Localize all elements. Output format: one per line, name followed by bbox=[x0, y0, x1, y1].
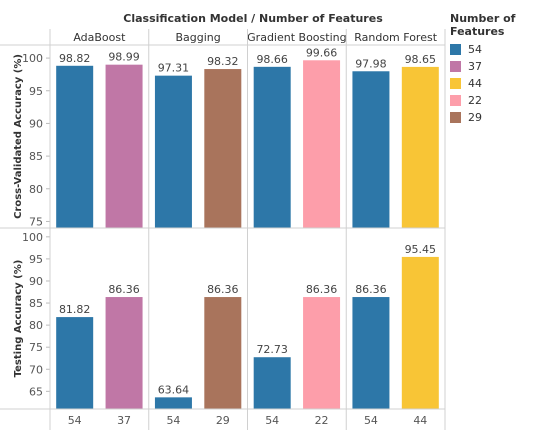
y-tick-label: 100 bbox=[22, 52, 43, 65]
x-tick-label: 29 bbox=[216, 414, 230, 427]
bar-adaboost-37 bbox=[105, 297, 143, 409]
bar-bagging-54 bbox=[154, 75, 192, 228]
bar-random-forest-54 bbox=[352, 297, 390, 409]
bar-bagging-29 bbox=[204, 297, 242, 409]
bar-gradient-boosting-22 bbox=[303, 60, 341, 228]
legend-swatch bbox=[450, 112, 461, 123]
y-tick-label: 75 bbox=[29, 341, 43, 354]
y-axis-label-0: Cross-Validated Accuracy (%) bbox=[13, 54, 24, 219]
data-label: 86.36 bbox=[355, 283, 387, 296]
data-label: 86.36 bbox=[306, 283, 338, 296]
legend-label: 44 bbox=[468, 77, 482, 90]
x-tick-label: 54 bbox=[166, 414, 180, 427]
legend-item-37: 37 bbox=[450, 58, 550, 75]
bar-adaboost-37 bbox=[105, 64, 143, 228]
y-axis-label-1: Testing Accuracy (%) bbox=[13, 260, 24, 378]
y-tick-label: 80 bbox=[29, 183, 43, 196]
x-tick-label: 54 bbox=[364, 414, 378, 427]
facet-header-3: Random Forest bbox=[354, 31, 437, 44]
bar-gradient-boosting-54 bbox=[253, 66, 291, 228]
data-label: 99.66 bbox=[306, 46, 338, 59]
bar-random-forest-44 bbox=[401, 256, 439, 409]
legend-item-44: 44 bbox=[450, 75, 550, 92]
y-tick-label: 90 bbox=[29, 275, 43, 288]
legend-item-29: 29 bbox=[450, 109, 550, 126]
data-label: 97.98 bbox=[355, 57, 387, 70]
plot-area: AdaBoost Bagging Gradient Boosting Random F… bbox=[0, 29, 446, 430]
data-label: 86.36 bbox=[108, 283, 140, 296]
y-tick-label: 85 bbox=[29, 297, 43, 310]
legend-items: 54 37 44 22 29 bbox=[450, 41, 550, 126]
data-label: 98.66 bbox=[256, 53, 288, 66]
legend-title: Number of Features bbox=[450, 12, 516, 38]
legend: Number of Features 54 37 44 22 29 bbox=[450, 12, 550, 126]
data-label: 81.82 bbox=[59, 303, 91, 316]
x-tick-label: 37 bbox=[117, 414, 131, 427]
bar-gradient-boosting-22 bbox=[303, 297, 341, 409]
chart-title: Classification Model / Number of Feature… bbox=[123, 12, 383, 25]
legend-swatch bbox=[450, 44, 461, 55]
data-label: 95.45 bbox=[405, 243, 437, 256]
bar-adaboost-54 bbox=[56, 317, 94, 409]
x-tick-label: 54 bbox=[265, 414, 279, 427]
legend-label: 54 bbox=[468, 43, 482, 56]
bar-bagging-29 bbox=[204, 69, 242, 229]
x-tick-label: 44 bbox=[413, 414, 427, 427]
bar-gradient-boosting-54 bbox=[253, 357, 291, 409]
bar-adaboost-54 bbox=[56, 65, 94, 228]
y-tick-label: 95 bbox=[29, 253, 43, 266]
facet-header-2: Gradient Boosting bbox=[247, 31, 346, 44]
y-tick-label: 100 bbox=[22, 231, 43, 244]
x-tick-label: 22 bbox=[315, 414, 329, 427]
data-label: 98.32 bbox=[207, 55, 239, 68]
bar-random-forest-44 bbox=[401, 66, 439, 228]
y-tick-label: 90 bbox=[29, 117, 43, 130]
x-tick-label: 54 bbox=[68, 414, 82, 427]
facet-header-1: Bagging bbox=[175, 31, 220, 44]
bar-bagging-54 bbox=[154, 397, 192, 409]
legend-label: 22 bbox=[468, 94, 482, 107]
data-label: 97.31 bbox=[158, 62, 190, 75]
data-label: 98.82 bbox=[59, 52, 91, 65]
legend-label: 37 bbox=[468, 60, 482, 73]
legend-item-54: 54 bbox=[450, 41, 550, 58]
legend-label: 29 bbox=[468, 111, 482, 124]
facet-header-0: AdaBoost bbox=[73, 31, 126, 44]
data-label: 63.64 bbox=[158, 383, 190, 396]
y-tick-label: 80 bbox=[29, 319, 43, 332]
legend-swatch bbox=[450, 61, 461, 72]
legend-swatch bbox=[450, 95, 461, 106]
bar-random-forest-54 bbox=[352, 71, 390, 228]
y-tick-label: 70 bbox=[29, 363, 43, 376]
data-label: 98.65 bbox=[405, 53, 437, 66]
y-tick-label: 65 bbox=[29, 385, 43, 398]
data-label: 86.36 bbox=[207, 283, 239, 296]
y-tick-label: 95 bbox=[29, 85, 43, 98]
y-tick-label: 75 bbox=[29, 215, 43, 228]
legend-swatch bbox=[450, 78, 461, 89]
data-label: 98.99 bbox=[108, 51, 140, 64]
data-label: 72.73 bbox=[256, 343, 288, 356]
y-tick-label: 85 bbox=[29, 150, 43, 163]
legend-item-22: 22 bbox=[450, 92, 550, 109]
